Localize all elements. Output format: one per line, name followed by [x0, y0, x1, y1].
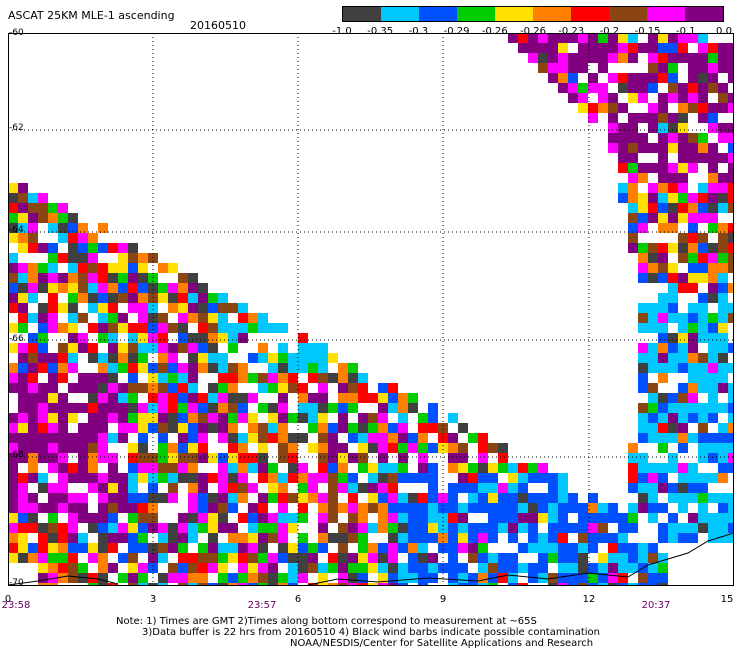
colorbar-swatch [457, 7, 495, 21]
colorbar-label: -0.26 [481, 26, 508, 37]
colorbar [342, 6, 724, 22]
colorbar-swatch [381, 7, 419, 21]
lon-tick-3: 3 [149, 594, 157, 605]
time-label-2: 23:57 [247, 600, 277, 611]
colorbar-label: -0.15 [634, 26, 661, 37]
colorbar-swatch [571, 7, 609, 21]
lon-tick-0: 0 [4, 594, 12, 605]
colorbar-swatch [647, 7, 685, 21]
colorbar-label: 0.0 [716, 26, 732, 37]
time-label-3: 20:37 [641, 600, 671, 611]
colorbar-swatch [343, 7, 381, 21]
coastline [8, 532, 734, 586]
note-line-2: 3)Data buffer is 22 hrs from 20160510 4)… [142, 627, 600, 638]
lat-label-66: -66 [9, 334, 24, 344]
swath-cells [8, 33, 734, 586]
note-line-3: NOAA/NESDIS/Center for Satellite Applica… [290, 638, 594, 649]
map-title: ASCAT 25KM MLE-1 ascending [8, 9, 175, 22]
colorbar-label: -1.0 [332, 26, 352, 37]
lat-label-70: -70 [9, 578, 24, 588]
map-frame [8, 33, 734, 586]
lon-tick-6: 6 [294, 594, 302, 605]
colorbar-swatch [685, 7, 723, 21]
map-area [8, 33, 734, 586]
lon-tick-12: 12 [582, 594, 596, 605]
time-label-1: 23:58 [1, 600, 31, 611]
colorbar-label: -0.35 [367, 26, 394, 37]
colorbar-label: -0.1 [676, 26, 696, 37]
colorbar-label: -0.2 [599, 26, 620, 37]
lon-tick-9: 9 [439, 594, 447, 605]
lat-label-62: -62 [9, 123, 24, 133]
colorbar-label: -0.23 [558, 26, 585, 37]
colorbar-label: -0.3 [408, 26, 429, 37]
map-date: 20160510 [190, 19, 246, 32]
note-line-1: Note: 1) Times are GMT 2)Times along bot… [116, 616, 537, 627]
swath-map [8, 33, 734, 586]
lat-label-68: -68 [9, 450, 24, 460]
colorbar-label: -0.29 [443, 26, 470, 37]
lat-label-64: -64 [9, 225, 24, 235]
colorbar-swatch [495, 7, 533, 21]
lat-label-60: -60 [9, 28, 24, 38]
colorbar-swatch [419, 7, 457, 21]
colorbar-label: -0.26 [520, 26, 546, 37]
lon-tick-15: 15 [720, 594, 734, 605]
colorbar-swatch [609, 7, 647, 21]
colorbar-swatch [533, 7, 571, 21]
